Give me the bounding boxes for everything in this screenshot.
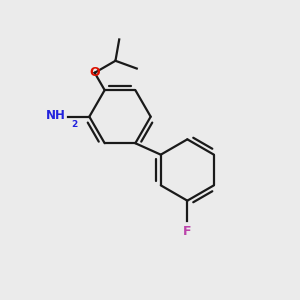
Text: O: O bbox=[89, 66, 100, 79]
Text: 2: 2 bbox=[71, 119, 77, 128]
Text: NH: NH bbox=[46, 109, 66, 122]
Text: F: F bbox=[183, 225, 192, 238]
